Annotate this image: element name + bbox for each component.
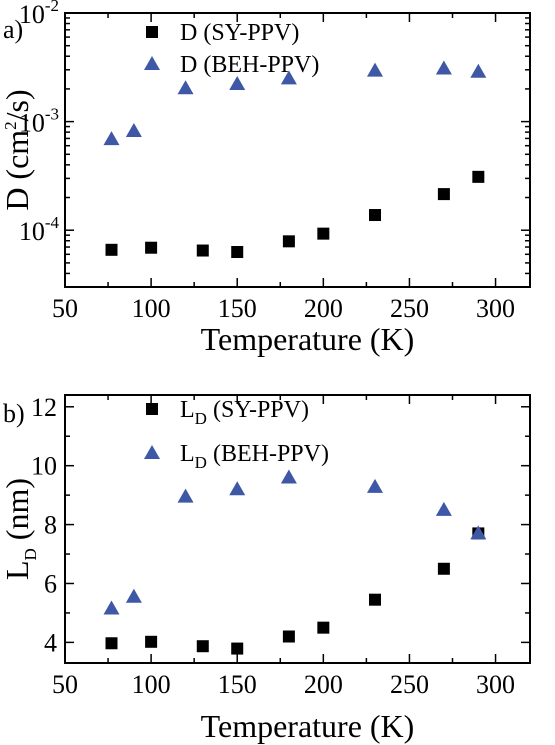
y-tick-label: 10 xyxy=(31,452,57,481)
x-tick-label: 50 xyxy=(52,670,78,699)
square-data-point xyxy=(231,642,244,655)
legend-label: LD (BEH-PPV) xyxy=(180,441,329,472)
square-data-point xyxy=(196,640,209,653)
panel-label: b) xyxy=(3,399,25,428)
triangle-data-point xyxy=(103,600,120,615)
triangle-data-point xyxy=(280,70,297,85)
plot-frame xyxy=(64,12,531,288)
y-axis-label: D (cm2/s) xyxy=(0,89,35,210)
x-tick-label: 100 xyxy=(132,670,171,699)
legend-marker xyxy=(144,56,160,70)
panel-label: a) xyxy=(3,15,23,44)
legend: LD (SY-PPV) LD (BEH-PPV) xyxy=(144,397,329,472)
legend-label: D (BEH-PPV) xyxy=(180,52,319,78)
triangle-data-point xyxy=(103,131,120,146)
triangle-data-point xyxy=(470,63,487,78)
series-1 xyxy=(103,60,487,146)
x-tick-label: 300 xyxy=(476,670,515,699)
square-data-point xyxy=(437,188,450,201)
x-tick-label: 100 xyxy=(132,294,171,323)
series-0 xyxy=(105,527,485,655)
y-tick-label: 4 xyxy=(44,628,57,657)
x-tick-label: 150 xyxy=(218,294,257,323)
x-tick-label: 150 xyxy=(218,670,257,699)
triangle-data-point xyxy=(229,75,246,90)
square-data-point xyxy=(145,241,158,254)
triangle-data-point xyxy=(435,60,452,75)
triangle-data-point xyxy=(229,481,246,496)
legend-label: D (SY-PPV) xyxy=(180,20,299,46)
x-tick-label: 250 xyxy=(390,294,429,323)
y-tick-label: 10-2 xyxy=(19,0,59,29)
triangle-data-point xyxy=(177,80,194,95)
triangle-data-point xyxy=(367,478,383,493)
square-data-point xyxy=(317,621,330,634)
square-data-point xyxy=(317,227,330,240)
square-data-point xyxy=(437,562,450,575)
x-tick-label: 50 xyxy=(52,294,78,323)
x-tick-label: 250 xyxy=(390,670,429,699)
square-data-point xyxy=(369,593,381,606)
panel-a: a) 50 100 150 200 250 300 10-4 10-3 10-2 Temperatu… xyxy=(0,0,531,357)
square-data-point xyxy=(231,246,244,259)
triangle-data-point xyxy=(125,588,142,603)
square-data-point xyxy=(105,243,118,256)
series-0 xyxy=(105,170,485,259)
plot-frame xyxy=(64,394,531,664)
legend-marker xyxy=(146,26,158,38)
square-data-point xyxy=(472,170,485,183)
x-axis-label: Temperature (K) xyxy=(201,321,415,357)
triangle-data-point xyxy=(125,122,142,137)
square-data-point xyxy=(196,244,209,257)
y-tick-label: 6 xyxy=(44,569,57,598)
x-tick-label: 200 xyxy=(304,294,343,323)
legend: D (SY-PPV) D (BEH-PPV) xyxy=(144,20,319,78)
square-data-point xyxy=(145,635,158,648)
triangle-data-point xyxy=(470,525,487,540)
legend-label: LD (SY-PPV) xyxy=(180,397,309,428)
square-data-point xyxy=(282,235,295,248)
panel-b: b) 50 100 150 200 250 300 4 6 8 10 12 Temperature (K… xyxy=(0,393,531,744)
square-data-point xyxy=(369,209,381,222)
x-axis-label: Temperature (K) xyxy=(201,708,415,744)
triangle-data-point xyxy=(280,469,297,484)
y-tick-label: 10-4 xyxy=(19,213,60,246)
x-tick-label: 300 xyxy=(476,294,515,323)
triangle-data-point xyxy=(177,488,194,503)
square-data-point xyxy=(105,637,118,650)
series-1 xyxy=(103,469,487,615)
square-data-point xyxy=(282,630,295,643)
triangle-data-point xyxy=(367,62,383,77)
legend-marker xyxy=(146,403,158,415)
y-tick-label: 8 xyxy=(44,511,57,540)
y-tick-label: 12 xyxy=(31,393,57,422)
x-tick-label: 200 xyxy=(304,670,343,699)
y-tick-label: 10-3 xyxy=(19,105,59,138)
y-axis-label: LD (nm) xyxy=(0,478,40,580)
legend-marker xyxy=(144,445,160,459)
triangle-data-point xyxy=(435,501,452,516)
